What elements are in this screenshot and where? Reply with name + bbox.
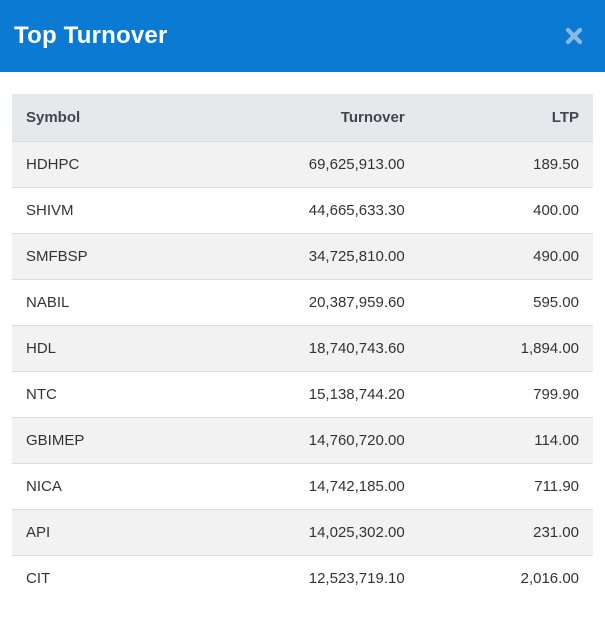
- symbol-cell: NICA: [12, 463, 216, 510]
- symbol-cell: HDL: [12, 325, 216, 372]
- modal-title: Top Turnover: [14, 22, 168, 49]
- table-header-row: Symbol Turnover LTP: [12, 94, 593, 142]
- ltp-cell: 400.00: [418, 187, 593, 234]
- ltp-cell: 2,016.00: [418, 555, 593, 601]
- ltp-cell: 595.00: [418, 279, 593, 326]
- symbol-cell: HDHPC: [12, 141, 216, 188]
- symbol-cell: CIT: [12, 555, 216, 601]
- turnover-cell: 15,138,744.20: [215, 371, 419, 418]
- turnover-cell: 44,665,633.30: [215, 187, 419, 234]
- turnover-table-body: HDHPC 69,625,913.00 189.50 SHIVM 44,665,633.…: [12, 141, 593, 601]
- table-row: NTC 15,138,744.20 799.90: [12, 371, 593, 418]
- symbol-cell: SHIVM: [12, 187, 216, 234]
- table-row: SMFBSP 34,725,810.00 490.00: [12, 233, 593, 280]
- symbol-cell: GBIMEP: [12, 417, 216, 464]
- turnover-cell: 20,387,959.60: [215, 279, 419, 326]
- symbol-cell: API: [12, 509, 216, 556]
- ltp-cell: 189.50: [418, 141, 593, 188]
- turnover-cell: 12,523,719.10: [215, 555, 419, 601]
- turnover-cell: 14,025,302.00: [215, 509, 419, 556]
- turnover-cell: 18,740,743.60: [215, 325, 419, 372]
- ltp-cell: 711.90: [418, 463, 593, 510]
- close-icon: [563, 25, 585, 47]
- symbol-cell: SMFBSP: [12, 233, 216, 280]
- modal-header: Top Turnover: [0, 0, 605, 72]
- ltp-cell: 114.00: [418, 417, 593, 464]
- close-button[interactable]: [559, 21, 589, 51]
- table-row: NABIL 20,387,959.60 595.00: [12, 279, 593, 326]
- turnover-cell: 14,742,185.00: [215, 463, 419, 510]
- column-header-turnover: Turnover: [215, 94, 419, 142]
- table-row: API 14,025,302.00 231.00: [12, 509, 593, 556]
- turnover-cell: 14,760,720.00: [215, 417, 419, 464]
- column-header-ltp: LTP: [418, 94, 593, 142]
- table-row: HDHPC 69,625,913.00 189.50: [12, 141, 593, 188]
- symbol-cell: NTC: [12, 371, 216, 418]
- turnover-cell: 34,725,810.00: [215, 233, 419, 280]
- ltp-cell: 490.00: [418, 233, 593, 280]
- turnover-table-container: Symbol Turnover LTP HDHPC 69,625,913.00 18…: [12, 94, 593, 601]
- table-row: CIT 12,523,719.10 2,016.00: [12, 555, 593, 601]
- ltp-cell: 799.90: [418, 371, 593, 418]
- symbol-cell: NABIL: [12, 279, 216, 326]
- table-header: Symbol Turnover LTP: [12, 94, 593, 142]
- column-header-symbol: Symbol: [12, 94, 216, 142]
- table-row: SHIVM 44,665,633.30 400.00: [12, 187, 593, 234]
- table-row: NICA 14,742,185.00 711.90: [12, 463, 593, 510]
- ltp-cell: 231.00: [418, 509, 593, 556]
- ltp-cell: 1,894.00: [418, 325, 593, 372]
- turnover-table: Symbol Turnover LTP HDHPC 69,625,913.00 18…: [12, 94, 593, 601]
- turnover-cell: 69,625,913.00: [215, 141, 419, 188]
- table-row: GBIMEP 14,760,720.00 114.00: [12, 417, 593, 464]
- table-row: HDL 18,740,743.60 1,894.00: [12, 325, 593, 372]
